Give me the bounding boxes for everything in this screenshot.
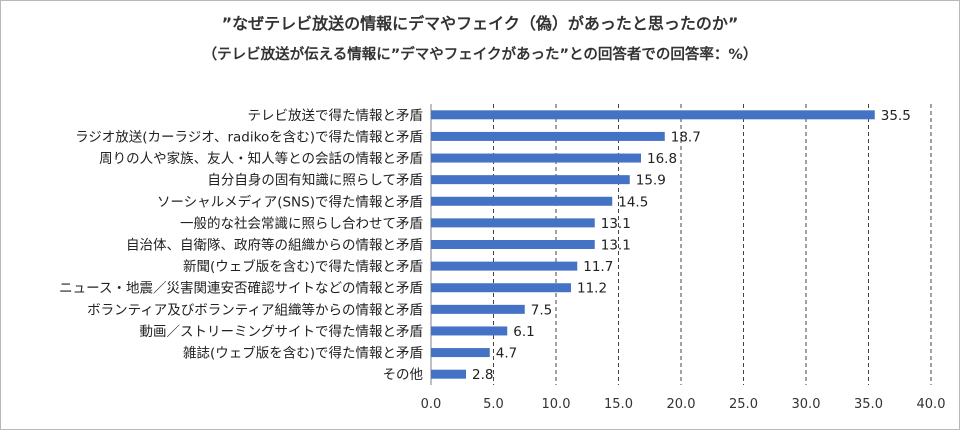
bar xyxy=(431,240,595,249)
category-label: 一般的な社会常識に照らし合わせて矛盾 xyxy=(180,216,423,232)
category-label: 自分自身の固有知識に照らして矛盾 xyxy=(207,172,423,189)
data-label: 7.5 xyxy=(531,302,552,318)
bar xyxy=(431,283,571,293)
category-label: ラジオ放送(カーラジオ、radikoを含む)で得た情報と矛盾 xyxy=(75,128,423,145)
category-label: 周りの人や家族、友人・知人等との会話の情報と矛盾 xyxy=(99,150,423,167)
data-label: 18.7 xyxy=(671,129,701,145)
category-label: 動画／ストリーミングサイトで得た情報と矛盾 xyxy=(140,323,424,340)
x-tick-label: 20.0 xyxy=(667,397,696,412)
category-label: ニュース・地震／災害関連安否確認サイトなどの情報と矛盾 xyxy=(59,281,423,297)
bar xyxy=(431,348,490,358)
x-tick-label: 35.0 xyxy=(854,397,883,412)
x-tick-label: 10.0 xyxy=(542,397,571,412)
x-axis-ticks: 0.0 5.0 10.0 15.0 20.0 25.0 30.0 35.0 40.0 xyxy=(421,397,946,412)
category-label: その他 xyxy=(383,367,424,383)
x-tick-label: 5.0 xyxy=(483,397,504,412)
bar xyxy=(431,326,508,336)
data-label: 2.8 xyxy=(472,367,493,383)
data-label: 13.1 xyxy=(601,238,631,254)
data-label: 15.9 xyxy=(636,173,666,189)
bars xyxy=(431,110,875,379)
data-label: 11.7 xyxy=(583,259,613,275)
category-labels: テレビ放送で得た情報と矛盾ラジオ放送(カーラジオ、radikoを含む)で得た情報… xyxy=(59,107,423,383)
x-tick-label: 0.0 xyxy=(421,397,442,412)
x-tick-label: 15.0 xyxy=(604,397,633,412)
bar xyxy=(431,196,613,206)
bar xyxy=(431,153,641,163)
category-label: テレビ放送で得た情報と矛盾 xyxy=(248,107,424,124)
data-label: 16.8 xyxy=(647,151,677,167)
x-tick-label: 30.0 xyxy=(792,397,821,412)
data-label: 6.1 xyxy=(513,324,534,340)
x-tick-label: 40.0 xyxy=(917,397,946,412)
category-label: ボランティア及びボランティア組織等からの情報と矛盾 xyxy=(87,301,423,318)
data-label: 13.1 xyxy=(601,216,631,232)
category-label: ソーシャルメディア(SNS)で得た情報と矛盾 xyxy=(157,193,423,210)
chart-subtitle: （テレビ放送が伝える情報に”デマやフェイクがあった”との回答者での回答率：%） xyxy=(202,47,758,63)
category-label: 自治体、自衛隊、政府等の組織からの情報と矛盾 xyxy=(126,237,423,254)
bar xyxy=(431,261,578,271)
bar xyxy=(431,218,595,228)
bar xyxy=(431,175,630,185)
data-label: 4.7 xyxy=(496,346,517,362)
category-label: 新聞(ウェブ版を含む)で得た情報と矛盾 xyxy=(183,258,423,275)
bar xyxy=(431,110,875,120)
chart-title: ”なぜテレビ放送の情報にデマやフェイク（偽）があったと思ったのか” xyxy=(221,14,739,33)
data-labels: 35.5 18.7 16.8 15.9 14.5 13.1 13.1 11.7 11.2 7.5 6… xyxy=(472,108,911,383)
bar xyxy=(431,304,525,314)
bar xyxy=(431,131,665,141)
data-label: 14.5 xyxy=(618,194,648,210)
data-label: 35.5 xyxy=(881,108,911,124)
bar xyxy=(431,369,466,379)
data-label: 11.2 xyxy=(577,281,607,297)
x-tick-label: 25.0 xyxy=(729,397,758,412)
category-label: 雑誌(ウェブ版を含む)で得た情報と矛盾 xyxy=(183,345,423,362)
